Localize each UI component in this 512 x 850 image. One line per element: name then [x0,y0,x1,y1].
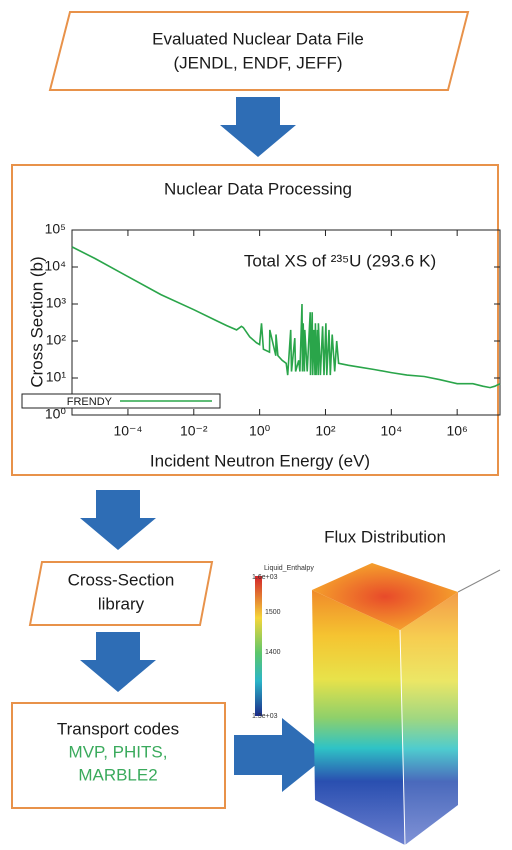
y-tick-label: 10¹ [46,369,67,385]
x-tick-label: 10⁻⁴ [113,423,142,439]
transport-code: MARBLE2 [78,765,157,784]
colorbar-label: 1.6e+03 [252,574,278,581]
series-line [71,246,501,389]
source-text: (JENDL, ENDF, JEFF) [173,53,342,72]
colorbar-title: Liquid_Enthalpy [264,565,314,572]
library-text: Cross-Section [68,570,175,589]
y-tick-label: 10³ [46,295,67,311]
arrow [80,632,156,692]
colorbar [255,576,262,716]
colorbar-label: 1500 [265,609,281,616]
flux-face [312,590,405,845]
colorbar-label: 1.3e+03 [252,713,278,720]
flux-top [312,563,458,630]
plot-frame [71,229,501,416]
arrow [80,490,156,550]
x-tick-label: 10⁻² [180,423,208,439]
library-box [28,561,214,626]
y-tick-label: 10⁵ [45,221,66,237]
source-box [48,11,470,91]
x-tick-label: 10⁰ [249,423,271,439]
chart-title: Total XS of ²³⁵U (293.6 K) [244,251,436,270]
axis [457,569,501,593]
colorbar-label: 1400 [265,649,281,656]
chart: Total XS of ²³⁵U (293.6 K) Incident Neut… [21,221,501,470]
transport-box [11,702,226,809]
y-tick-label: 10⁰ [45,406,67,422]
arrow [234,718,328,792]
flux-face [400,592,458,845]
transport-code: MVP, PHITS, [69,742,168,761]
source-text: Evaluated Nuclear Data File [152,29,364,48]
y-tick-label: 10⁴ [44,258,66,274]
x-tick-label: 10² [315,423,336,439]
edge [399,629,406,846]
y-tick-label: 10² [46,332,67,348]
transport-text: Transport codes [57,719,179,738]
x-axis-label: Incident Neutron Energy (eV) [150,451,370,470]
processing-title: Nuclear Data Processing [164,179,352,198]
y-axis-label: Cross Section (b) [27,256,46,387]
legend-label: FRENDY [67,396,113,408]
arrow [220,97,296,157]
x-tick-label: 10⁴ [381,423,403,439]
processing-box [11,164,499,476]
x-tick-label: 10⁶ [446,423,467,439]
flux-title: Flux Distribution [324,527,446,546]
library-text: library [98,594,145,613]
